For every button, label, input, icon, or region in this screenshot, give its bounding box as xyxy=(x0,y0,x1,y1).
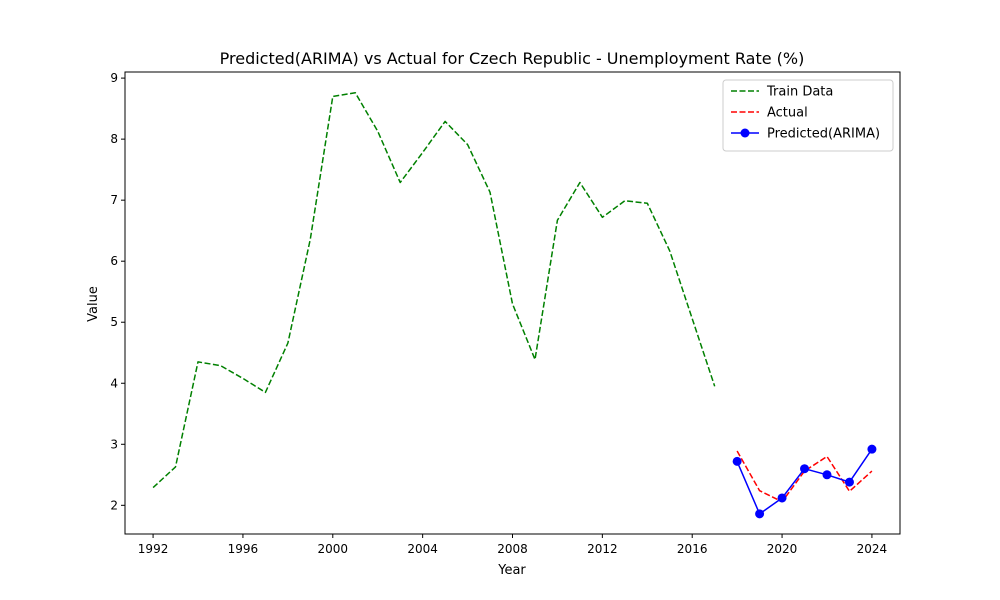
y-tick-label: 2 xyxy=(110,498,118,512)
x-tick-label: 2004 xyxy=(407,542,438,556)
x-tick-label: 1996 xyxy=(228,542,259,556)
plot-area xyxy=(152,92,877,519)
legend-label: Predicted(ARIMA) xyxy=(767,127,880,142)
x-tick-label: 2020 xyxy=(767,542,798,556)
data-point xyxy=(822,470,832,480)
x-tick-label: 2012 xyxy=(587,542,618,556)
x-tick-label: 2024 xyxy=(857,542,888,556)
data-point xyxy=(800,464,810,474)
series-line-1 xyxy=(152,92,716,489)
data-point xyxy=(777,493,787,503)
y-tick-label: 5 xyxy=(110,315,118,329)
x-tick-label: 2016 xyxy=(677,542,708,556)
legend: Train Data Actual Predicted(ARIMA) xyxy=(722,79,894,152)
data-point xyxy=(844,477,854,487)
x-axis-label: Year xyxy=(497,563,526,578)
y-tick-label: 3 xyxy=(110,437,118,451)
x-tick-label: 1992 xyxy=(138,542,169,556)
x-axis: 1992 1996 2000 2004 2008 2012 2016 2020 2024 xyxy=(138,534,887,556)
x-tick-label: 2000 xyxy=(318,542,349,556)
x-tick-label: 2008 xyxy=(497,542,528,556)
y-axis-label: Value xyxy=(86,286,101,322)
y-tick-label: 8 xyxy=(110,132,118,146)
legend-label: Train Data xyxy=(766,85,833,100)
y-tick-label: 4 xyxy=(110,376,118,390)
legend-box xyxy=(722,79,894,152)
legend-label: Actual xyxy=(767,106,808,121)
chart-title: Predicted(ARIMA) vs Actual for Czech Rep… xyxy=(220,49,805,68)
data-point xyxy=(867,444,877,454)
data-point xyxy=(755,509,765,519)
series-line-2 xyxy=(736,450,873,503)
y-tick-label: 7 xyxy=(110,193,118,207)
data-point xyxy=(732,456,742,466)
y-axis: 2 3 4 5 6 7 8 9 xyxy=(110,71,125,512)
legend-marker xyxy=(740,128,750,138)
y-tick-label: 6 xyxy=(110,254,118,268)
y-tick-label: 9 xyxy=(110,71,118,85)
